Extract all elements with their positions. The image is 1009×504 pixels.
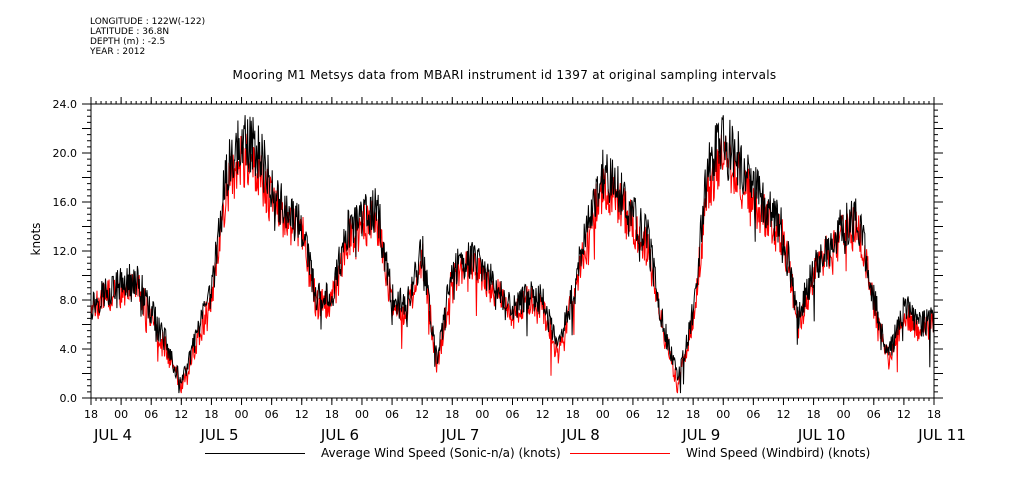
x-tick-label: 12 (897, 408, 911, 421)
x-day-label: JUL 4 (93, 426, 132, 444)
x-tick-label: 06 (867, 408, 881, 421)
x-tick-label: 00 (596, 408, 610, 421)
x-tick-label: 18 (325, 408, 339, 421)
y-tick-label: 12.0 (53, 245, 78, 258)
x-tick-label: 18 (927, 408, 941, 421)
series-line-average-wind-speed (90, 115, 935, 394)
x-tick-label: 00 (837, 408, 851, 421)
x-tick-label: 06 (746, 408, 760, 421)
chart-title: Mooring M1 Metsys data from MBARI instru… (232, 68, 777, 82)
legend-swatch-average-wind-speed (205, 453, 305, 454)
x-tick-label: 18 (84, 408, 98, 421)
x-day-label: JUL 9 (681, 426, 720, 444)
year-label: YEAR : 2012 (90, 47, 146, 57)
legend: Average Wind Speed (Sonic-n/a) (knots) W… (0, 446, 1009, 464)
x-tick-label: 12 (415, 408, 429, 421)
legend-label-windbird-wind-speed: Wind Speed (Windbird) (knots) (686, 446, 871, 460)
metadata-block: LONGITUDE : 122W(-122) LATITUDE : 36.8N … (90, 17, 205, 57)
x-tick-label: 06 (265, 408, 279, 421)
x-day-label: JUL 10 (797, 426, 846, 444)
y-tick-label: 20.0 (53, 147, 78, 160)
x-day-label: JUL 6 (320, 426, 359, 444)
legend-label-average-wind-speed: Average Wind Speed (Sonic-n/a) (knots) (321, 446, 561, 460)
x-tick-label: 00 (716, 408, 730, 421)
latitude-label: LATITUDE : 36.8N (90, 27, 170, 37)
y-tick-label: 4.0 (60, 343, 78, 356)
x-tick-label: 18 (204, 408, 218, 421)
x-tick-label: 12 (656, 408, 670, 421)
x-tick-label: 12 (776, 408, 790, 421)
x-tick-label: 06 (626, 408, 640, 421)
x-tick-label: 00 (114, 408, 128, 421)
legend-item-average-wind-speed: Average Wind Speed (Sonic-n/a) (knots) (205, 446, 561, 460)
x-tick-label: 18 (566, 408, 580, 421)
x-tick-label: 06 (385, 408, 399, 421)
x-tick-label: 06 (506, 408, 520, 421)
x-tick-label: 00 (475, 408, 489, 421)
y-tick-label: 16.0 (53, 196, 78, 209)
x-day-label: JUL 5 (199, 426, 238, 444)
legend-item-windbird-wind-speed: Wind Speed (Windbird) (knots) (570, 446, 870, 460)
depth-label: DEPTH (m) : -2.5 (90, 37, 166, 47)
x-tick-label: 12 (295, 408, 309, 421)
x-tick-label: 12 (536, 408, 550, 421)
y-tick-label: 24.0 (53, 98, 78, 111)
x-tick-label: 00 (235, 408, 249, 421)
longitude-label: LONGITUDE : 122W(-122) (90, 17, 206, 27)
y-tick-label: 8.0 (60, 294, 78, 307)
x-tick-label: 00 (355, 408, 369, 421)
x-tick-label: 12 (174, 408, 188, 421)
x-day-label: JUL 7 (440, 426, 479, 444)
x-day-label: JUL 11 (917, 426, 966, 444)
x-tick-label: 06 (144, 408, 158, 421)
legend-swatch-windbird-wind-speed (570, 453, 670, 454)
label-layer: 18 00 06 12 18 00 06 12 18 00 06 12 18 00 06 12 18 00 06 12… (53, 98, 966, 444)
x-tick-label: 18 (686, 408, 700, 421)
x-tick-label: 18 (445, 408, 459, 421)
tick-layer (82, 97, 943, 405)
x-tick-label: 18 (807, 408, 821, 421)
series-line-windbird-wind-speed (90, 133, 935, 394)
series-layer (90, 115, 935, 394)
y-tick-label: 0.0 (60, 392, 78, 405)
x-day-label: JUL 8 (561, 426, 600, 444)
